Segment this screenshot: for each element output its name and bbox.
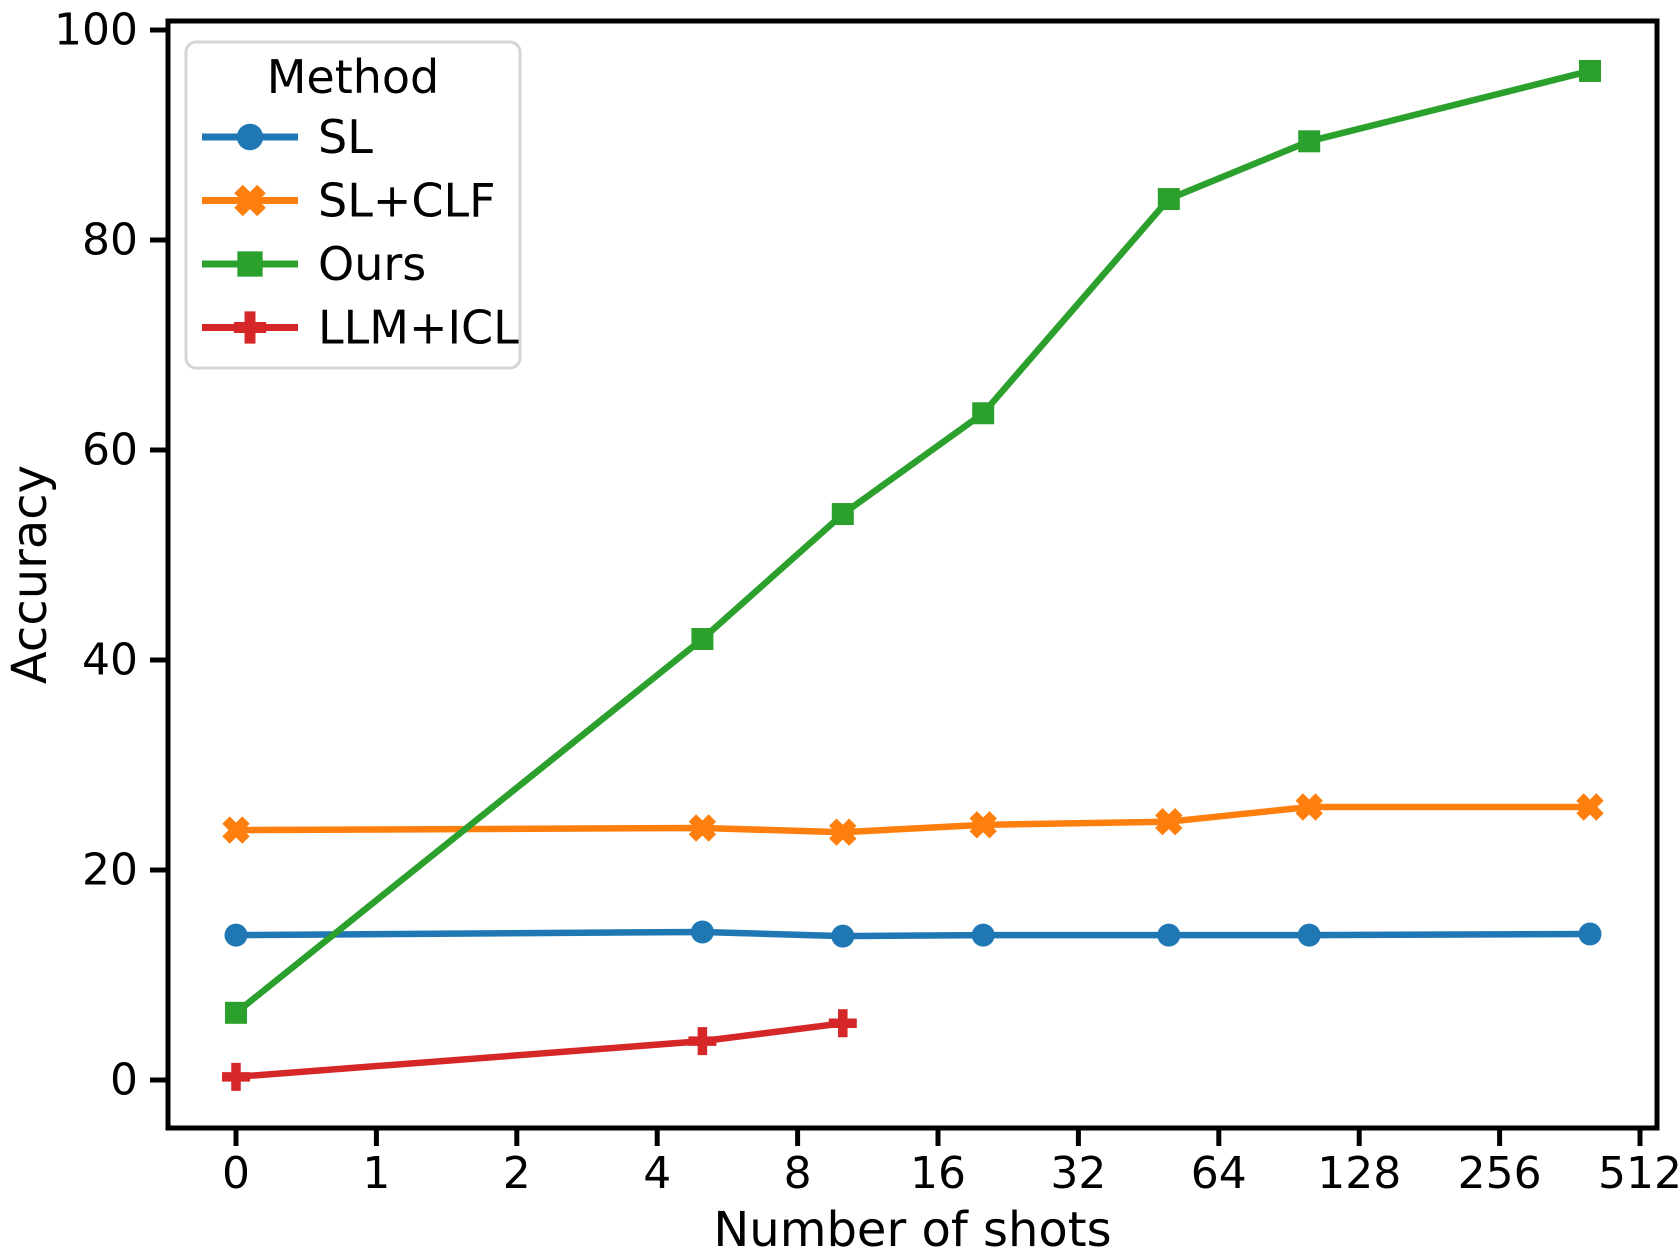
plus-marker — [688, 1027, 717, 1056]
plot-border — [165, 18, 1660, 1131]
legend-item-label: Ours — [318, 237, 426, 291]
legend-item-label: SL — [318, 110, 373, 164]
square-marker — [831, 503, 854, 526]
x-axis-tick-label: 32 — [1050, 1148, 1106, 1199]
x-axis-tick-label: 16 — [910, 1148, 966, 1199]
square-marker — [691, 628, 714, 650]
square-marker — [237, 251, 263, 277]
y-axis-tick-label: 20 — [82, 845, 138, 896]
x-marker — [1295, 793, 1323, 821]
series-SL — [224, 920, 1602, 948]
x-marker — [234, 184, 266, 217]
x-axis-tick-label: 8 — [784, 1148, 812, 1199]
legend-box — [184, 40, 522, 370]
x-marker — [688, 814, 717, 842]
legend-item-Ours: Ours — [202, 237, 426, 291]
x-axis-tick-label: 4 — [643, 1148, 671, 1199]
x-axis-tick-label: 1 — [362, 1148, 390, 1199]
y-axis-label: Accuracy — [2, 465, 58, 684]
series-line — [235, 928, 1591, 940]
legend-item-SL: SL — [202, 110, 373, 164]
x-marker — [969, 811, 997, 839]
x-axis-tick-label: 128 — [1317, 1148, 1401, 1199]
square-marker — [1157, 188, 1180, 211]
x-axis-tick-label: 0 — [222, 1148, 250, 1199]
circle-marker — [236, 123, 264, 151]
circle-marker — [971, 923, 995, 947]
x-marker — [1576, 793, 1604, 821]
x-axis-tick-label: 256 — [1458, 1148, 1542, 1199]
legend: Method SL SL+CLF Ours LLM+ICL — [184, 40, 522, 370]
x-marker — [1155, 807, 1183, 836]
square-marker — [972, 402, 995, 425]
circle-marker — [1157, 923, 1181, 947]
plus-marker — [222, 1062, 250, 1091]
series-Ours — [225, 59, 1601, 1024]
x-axis-tick-label: 64 — [1191, 1148, 1247, 1199]
x-marker — [829, 818, 857, 846]
circle-marker — [1297, 923, 1321, 947]
circle-marker — [224, 923, 248, 947]
y-axis-tick-label: 80 — [82, 215, 138, 266]
legend-title: Method — [267, 50, 440, 104]
x-axis-tick-label: 2 — [503, 1148, 531, 1199]
y-axis-tick-label: 0 — [110, 1055, 138, 1106]
legend-item-label: LLM+ICL — [318, 301, 519, 355]
y-axis-tick-label: 100 — [54, 5, 138, 56]
x-axis-tick-label: 512 — [1598, 1148, 1678, 1199]
y-axis-tick-label: 60 — [82, 425, 138, 476]
square-marker — [1298, 130, 1321, 153]
plus-marker — [233, 311, 267, 344]
y-axis-tick-label: 40 — [82, 635, 138, 686]
series-SL+CLF — [222, 793, 1604, 846]
plus-marker — [828, 1009, 857, 1038]
square-marker — [225, 1001, 247, 1024]
x-marker — [222, 816, 250, 844]
legend-item-SL+CLF: SL+CLF — [202, 174, 496, 228]
circle-marker — [831, 924, 855, 948]
x-axis-label: Number of shots — [713, 1202, 1111, 1258]
square-marker — [1578, 59, 1601, 82]
legend-item-label: SL+CLF — [318, 174, 496, 228]
circle-marker — [690, 920, 714, 944]
series-LLM+ICL — [222, 1009, 857, 1091]
legend-item-LLM+ICL: LLM+ICL — [202, 301, 519, 355]
circle-marker — [1578, 922, 1602, 946]
